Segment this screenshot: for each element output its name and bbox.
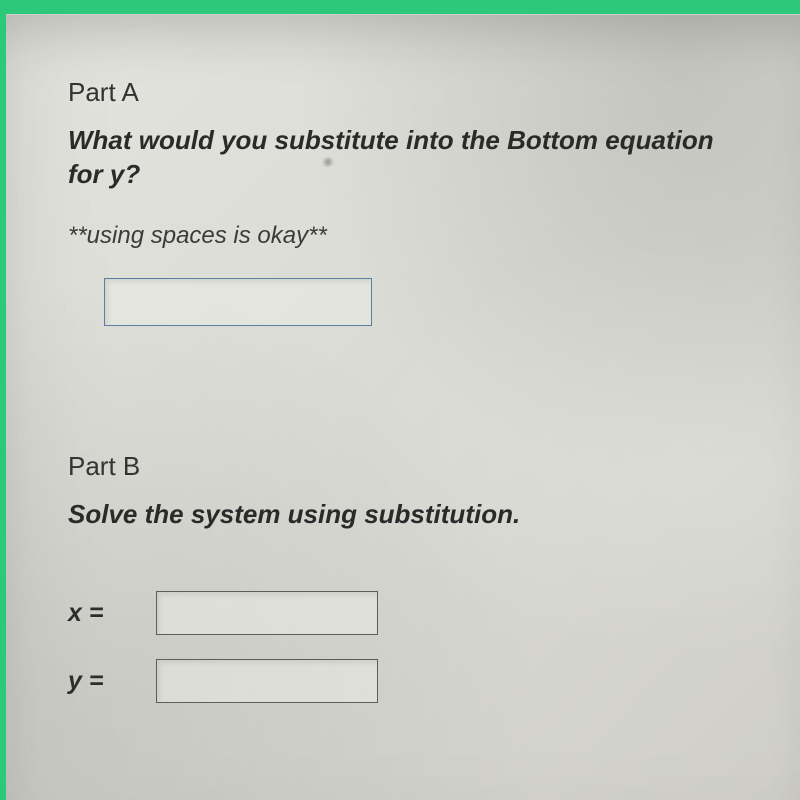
part-b-prompt: Solve the system using substitution. bbox=[68, 498, 744, 532]
part-b-label: Part B bbox=[68, 451, 744, 482]
part-a-prompt: What would you substitute into the Botto… bbox=[68, 124, 744, 192]
section-gap bbox=[68, 331, 744, 451]
y-value-input[interactable] bbox=[156, 659, 378, 703]
answers-block: x = y = bbox=[68, 591, 744, 703]
x-equals-label: x = bbox=[68, 599, 108, 628]
answer-row-x: x = bbox=[68, 591, 744, 635]
content-area: Part A What would you substitute into th… bbox=[6, 15, 800, 767]
y-equals-label: y = bbox=[68, 667, 108, 696]
worksheet-sheet: Part A What would you substitute into th… bbox=[6, 14, 800, 800]
part-a-label: Part A bbox=[68, 77, 744, 108]
part-a-note: **using spaces is okay** bbox=[68, 222, 744, 250]
substitution-input[interactable] bbox=[104, 278, 372, 326]
x-value-input[interactable] bbox=[156, 591, 378, 635]
answer-row-y: y = bbox=[68, 659, 744, 703]
